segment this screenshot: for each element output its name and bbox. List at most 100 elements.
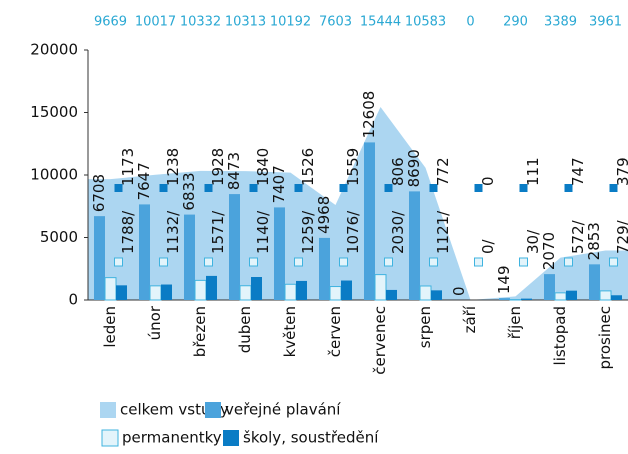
bar xyxy=(329,286,342,301)
label-marker xyxy=(519,257,528,267)
label-marker xyxy=(474,257,483,267)
bar xyxy=(364,142,375,300)
value-label: 1238 xyxy=(164,148,182,186)
y-tick-label: 15000 xyxy=(30,103,78,121)
legend-label: školy, soustředění xyxy=(243,429,379,447)
x-tick-label: únor xyxy=(146,305,164,340)
legend-swatch xyxy=(100,402,116,418)
value-label: 7407 xyxy=(270,165,288,203)
bar xyxy=(341,280,352,300)
x-tick-label: prosinec xyxy=(596,306,614,370)
total-label: 10313 xyxy=(225,15,266,30)
value-label: 729/ xyxy=(614,219,628,254)
total-label: 10583 xyxy=(405,15,446,30)
total-label: 7603 xyxy=(319,15,352,30)
label-marker xyxy=(429,184,438,192)
bar xyxy=(184,214,195,300)
x-tick-label: listopad xyxy=(551,306,569,365)
label-marker xyxy=(519,184,528,192)
total-label: 3961 xyxy=(589,15,622,30)
bar xyxy=(566,290,577,300)
label-marker xyxy=(339,184,348,192)
label-marker xyxy=(294,257,303,267)
label-marker xyxy=(204,184,213,192)
bar xyxy=(274,207,285,300)
value-label: 12608 xyxy=(360,91,378,139)
value-label: 572/ xyxy=(569,219,587,254)
bar xyxy=(374,274,387,301)
x-tick-label: červenec xyxy=(371,306,389,375)
value-label: 1928 xyxy=(209,148,227,186)
bar xyxy=(194,279,207,301)
legend-label: celkem vstupy xyxy=(120,401,229,419)
label-marker xyxy=(384,184,393,192)
value-label: 111 xyxy=(524,157,542,186)
value-label: 2030/ xyxy=(389,210,407,254)
bar xyxy=(229,194,240,300)
bar xyxy=(544,274,555,300)
x-tick-label: červen xyxy=(326,306,344,357)
bar xyxy=(611,295,622,300)
value-label: 2070 xyxy=(540,232,558,270)
value-label: 1526 xyxy=(299,148,317,186)
bar xyxy=(386,289,397,300)
total-label: 10192 xyxy=(270,15,311,30)
value-label: 0 xyxy=(479,176,497,186)
value-label: 6708 xyxy=(90,174,108,212)
value-label: 1259/ xyxy=(299,210,317,254)
label-marker xyxy=(114,184,123,192)
label-marker xyxy=(249,184,258,192)
total-label: 290 xyxy=(503,15,528,30)
x-tick-label: říjen xyxy=(506,306,524,339)
label-marker xyxy=(294,184,303,192)
value-label: 1559 xyxy=(344,148,362,186)
label-marker xyxy=(609,184,618,192)
value-label: 1140/ xyxy=(254,210,272,254)
bar xyxy=(139,204,150,300)
bar xyxy=(554,292,567,301)
y-tick-label: 20000 xyxy=(30,41,78,59)
value-label: 0 xyxy=(450,286,468,296)
y-tick-label: 5000 xyxy=(40,228,78,246)
area xyxy=(88,106,628,300)
value-label: 8473 xyxy=(225,152,243,190)
value-label: 6833 xyxy=(180,172,198,210)
label-marker xyxy=(159,184,168,192)
bar xyxy=(409,191,420,300)
total-label: 9669 xyxy=(94,15,127,30)
value-label: 1840 xyxy=(254,148,272,186)
y-tick-label: 0 xyxy=(68,291,78,309)
bar xyxy=(284,283,297,301)
x-tick-label: květen xyxy=(281,306,299,357)
legend-label: veřejné plavání xyxy=(225,401,341,419)
x-tick-label: duben xyxy=(236,306,254,353)
total-label: 10332 xyxy=(180,15,221,30)
label-marker xyxy=(204,257,213,267)
total-label: 0 xyxy=(466,15,474,30)
bar xyxy=(161,284,172,300)
legend-swatch xyxy=(101,429,119,447)
x-tick-label: březen xyxy=(191,306,209,357)
bar xyxy=(94,216,105,300)
legend-swatch xyxy=(223,430,239,446)
bar xyxy=(149,285,162,301)
value-label: 806 xyxy=(389,157,407,186)
bar xyxy=(251,277,262,300)
bar xyxy=(239,285,252,301)
bar xyxy=(206,275,217,300)
bar xyxy=(521,298,532,300)
label-marker xyxy=(249,257,258,267)
value-label: 30/ xyxy=(524,229,542,254)
value-label: 772 xyxy=(434,157,452,186)
label-marker xyxy=(474,184,483,192)
value-label: 1076/ xyxy=(344,210,362,254)
value-label: 7647 xyxy=(135,162,153,200)
label-marker xyxy=(339,257,348,267)
bar xyxy=(319,237,330,300)
label-marker xyxy=(564,257,573,267)
value-label: 1132/ xyxy=(164,210,182,254)
x-tick-label: srpen xyxy=(416,306,434,348)
label-marker xyxy=(609,257,618,267)
bar xyxy=(499,298,510,300)
